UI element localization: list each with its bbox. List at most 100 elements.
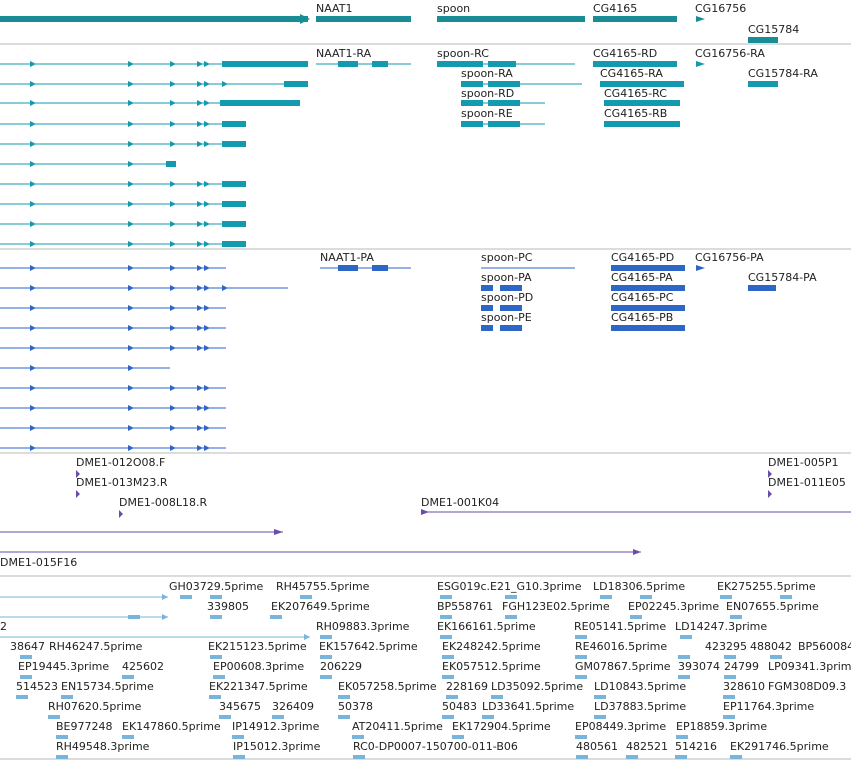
est-feature[interactable] xyxy=(442,675,454,679)
est-label[interactable]: LD37883.5prime xyxy=(594,700,686,713)
est-feature[interactable] xyxy=(122,675,134,679)
cds-label-cg4165-pa[interactable]: CG4165-PA xyxy=(611,271,673,284)
est-feature[interactable] xyxy=(730,615,742,619)
est-feature[interactable] xyxy=(320,635,332,639)
est-feature[interactable] xyxy=(56,755,68,759)
est-label[interactable]: BE977248 xyxy=(56,720,113,733)
est-label[interactable]: AT20411.5prime xyxy=(352,720,443,733)
est-feature[interactable] xyxy=(128,615,140,619)
est-feature[interactable] xyxy=(575,655,587,659)
gene-track[interactable]: NAAT1 spoon CG4165 CG16756 CG15784 xyxy=(0,2,799,43)
est-label[interactable]: 24799 xyxy=(724,660,759,673)
cds-label-spoon-pd[interactable]: spoon-PD xyxy=(481,291,533,304)
est-feature[interactable] xyxy=(482,715,494,719)
cds-track[interactable]: NAAT1-PA spoon-PC CG4165-PD CG16756-PA s… xyxy=(0,251,817,451)
transcript-label-cg4165-rb[interactable]: CG4165-RB xyxy=(604,107,667,120)
est-feature[interactable] xyxy=(678,675,690,679)
est-feature[interactable] xyxy=(270,615,282,619)
est-label[interactable]: RH46247.5prime xyxy=(49,640,143,653)
gene-label-naat1[interactable]: NAAT1 xyxy=(316,2,352,15)
transcript-label-cg4165-ra[interactable]: CG4165-RA xyxy=(600,67,663,80)
est-label[interactable]: FGH123E02.5prime xyxy=(502,600,610,613)
est-label[interactable]: EK172904.5prime xyxy=(452,720,551,733)
est-label[interactable]: LD10843.5prime xyxy=(594,680,686,693)
cds-label-spoon-pa[interactable]: spoon-PA xyxy=(481,271,532,284)
est-label[interactable]: EK291746.5prime xyxy=(730,740,829,753)
est-feature[interactable] xyxy=(440,635,452,639)
est-label[interactable]: 228169 xyxy=(446,680,488,693)
transcript-label-cg4165-rd[interactable]: CG4165-RD xyxy=(593,47,657,60)
gene-bar-cg4165[interactable] xyxy=(593,16,677,22)
est-feature[interactable] xyxy=(209,695,221,699)
est-label[interactable]: EP02245.3prime xyxy=(628,600,719,613)
est-label[interactable]: EP19445.3prime xyxy=(18,660,109,673)
est-feature[interactable] xyxy=(723,695,735,699)
est-label[interactable]: EK057512.5prime xyxy=(442,660,541,673)
est-label[interactable]: ESG019c.E21_G10.3prime xyxy=(437,580,582,593)
est-feature[interactable] xyxy=(272,715,284,719)
est-label[interactable]: LP09341.3prime xyxy=(768,660,851,673)
est-label[interactable]: 425602 xyxy=(122,660,164,673)
est-label[interactable]: 50483 xyxy=(442,700,477,713)
cds-cg16756-pa[interactable] xyxy=(696,265,705,271)
est-feature[interactable] xyxy=(300,595,312,599)
transcript-label-spoon-ra[interactable]: spoon-RA xyxy=(461,67,513,80)
cds-label-spoon-pc[interactable]: spoon-PC xyxy=(481,251,533,264)
transcript-label-spoon-re[interactable]: spoon-RE xyxy=(461,107,513,120)
est-label[interactable]: FGM308D09.3 xyxy=(768,680,846,693)
est-feature[interactable] xyxy=(61,695,73,699)
est-feature[interactable] xyxy=(122,735,134,739)
est-feature[interactable] xyxy=(680,635,692,639)
est-feature[interactable] xyxy=(505,615,517,619)
est-label[interactable]: RH09883.3prime xyxy=(316,620,410,633)
est-feature[interactable] xyxy=(452,735,464,739)
est-label[interactable]: RH07620.5prime xyxy=(48,700,142,713)
est-label[interactable]: IP15012.3prime xyxy=(233,740,321,753)
est-label[interactable]: RH49548.3prime xyxy=(56,740,150,753)
gene-label-cg4165[interactable]: CG4165 xyxy=(593,2,637,15)
gene-bar-cg16756[interactable] xyxy=(696,16,705,22)
est-feature[interactable] xyxy=(630,615,642,619)
est-label[interactable]: GM07867.5prime xyxy=(575,660,671,673)
clone-label[interactable]: DME1-013M23.R xyxy=(76,476,168,489)
transcript-cg16756-ra[interactable] xyxy=(696,61,705,67)
clone-label[interactable]: DME1-012O08.F xyxy=(76,456,165,469)
gene-bar-spoon[interactable] xyxy=(437,16,585,22)
transcript-label-cg15784-ra[interactable]: CG15784-RA xyxy=(748,67,818,80)
transcript-label-naat1-ra[interactable]: NAAT1-RA xyxy=(316,47,372,60)
transcript-left-rows[interactable] xyxy=(0,61,308,247)
est-feature[interactable] xyxy=(594,715,606,719)
est-label[interactable]: 339805 xyxy=(207,600,249,613)
est-label[interactable]: EK147860.5prime xyxy=(122,720,221,733)
est-label[interactable]: 328610 xyxy=(723,680,765,693)
est-feature[interactable] xyxy=(20,655,32,659)
est-feature[interactable] xyxy=(442,715,454,719)
est-feature[interactable] xyxy=(210,595,222,599)
est-feature[interactable] xyxy=(233,755,245,759)
est-label[interactable]: GH03729.5prime xyxy=(169,580,264,593)
est-feature[interactable] xyxy=(210,655,222,659)
est-feature[interactable] xyxy=(56,735,68,739)
est-feature[interactable] xyxy=(505,595,517,599)
est-label[interactable]: EN15734.5prime xyxy=(61,680,154,693)
est-feature[interactable] xyxy=(338,695,350,699)
est-feature[interactable] xyxy=(320,675,332,679)
est-feature[interactable] xyxy=(210,615,222,619)
est-label[interactable]: RE46016.5prime xyxy=(575,640,667,653)
est-feature[interactable] xyxy=(730,755,742,759)
est-feature[interactable] xyxy=(576,755,588,759)
gene-bar-left[interactable] xyxy=(0,16,308,22)
cds-features[interactable] xyxy=(320,265,776,331)
est-label[interactable]: EP08449.3prime xyxy=(575,720,666,733)
est-label[interactable]: EP18859.3prime xyxy=(676,720,767,733)
est-label[interactable]: LD14247.3prime xyxy=(675,620,767,633)
est-label[interactable]: LD33641.5prime xyxy=(482,700,574,713)
est-feature[interactable] xyxy=(440,615,452,619)
gene-bar-cg15784[interactable] xyxy=(748,37,778,43)
clone-label[interactable]: DME1-008L18.R xyxy=(119,496,207,509)
est-feature[interactable] xyxy=(676,735,688,739)
est-feature[interactable] xyxy=(353,755,365,759)
est-label[interactable]: 206229 xyxy=(320,660,362,673)
clone-label[interactable]: DME1-015F16 xyxy=(0,556,77,569)
gene-label-spoon[interactable]: spoon xyxy=(437,2,470,15)
